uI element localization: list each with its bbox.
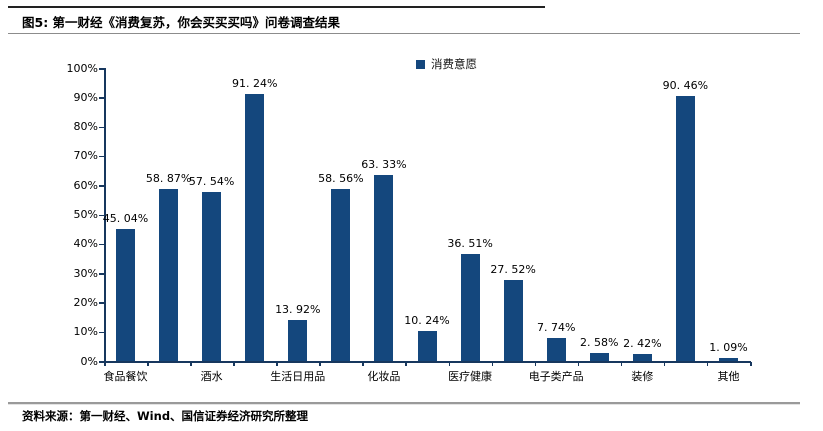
source-divider: [8, 402, 800, 405]
bar-value-label: 58. 87%: [145, 171, 192, 185]
bar-value-label: 13. 92%: [275, 303, 321, 317]
y-tick: [99, 243, 104, 246]
figure-title: 图5: 第一财经《消费复苏，你会买买买吗》问卷调查结果: [22, 15, 341, 30]
x-tick: [750, 362, 752, 366]
y-tick: [99, 185, 104, 187]
chart-legend: 消费意愿: [416, 56, 477, 72]
x-tick: [190, 362, 192, 366]
bar-value-label: 7. 74%: [536, 321, 576, 335]
bar: [589, 353, 609, 361]
bar: [374, 175, 394, 361]
x-category-label: 电子类产品: [528, 370, 584, 383]
x-tick: [663, 362, 666, 366]
bar: [503, 280, 523, 361]
x-category-label: 化妆品: [367, 370, 401, 383]
bar: [632, 353, 652, 361]
y-tick: [99, 214, 104, 216]
x-tick: [448, 362, 451, 366]
x-tick: [405, 362, 407, 366]
bar-value-label: 57. 54%: [188, 175, 235, 189]
y-tick: [99, 302, 104, 304]
bar: [546, 338, 566, 361]
bar-value-label: 2. 42%: [623, 336, 662, 350]
bar-value-label: 90. 46%: [662, 78, 709, 92]
y-tick-label: 100%: [66, 61, 98, 75]
y-tick: [99, 331, 104, 334]
y-tick: [99, 361, 104, 363]
bar: [417, 330, 437, 361]
bar: [331, 189, 351, 361]
bar: [116, 229, 136, 361]
x-axis: [104, 361, 751, 363]
y-tick-label: 50%: [73, 208, 98, 221]
x-tick: [319, 362, 321, 366]
y-tick: [99, 126, 104, 129]
y-tick: [99, 155, 104, 158]
y-tick-label: 90%: [73, 90, 98, 104]
x-category-label: 其他: [717, 370, 740, 383]
y-axis: [104, 68, 106, 362]
bar: [202, 192, 222, 361]
y-tick-label: 80%: [73, 120, 98, 134]
bar-value-label: 58. 56%: [318, 172, 364, 186]
bar: [718, 357, 738, 361]
bar: [245, 93, 265, 361]
x-tick: [276, 362, 278, 366]
bar: [159, 188, 179, 361]
x-category-label: 酒水: [200, 370, 223, 383]
x-tick: [706, 362, 709, 366]
title-divider: [8, 33, 800, 34]
bar: [675, 95, 695, 361]
bar: [460, 254, 480, 361]
x-tick: [147, 362, 149, 366]
x-tick: [104, 362, 106, 366]
legend-label: 消费意愿: [431, 57, 477, 71]
x-category-label: 生活日用品: [270, 370, 326, 383]
bar-value-label: 2. 58%: [580, 336, 619, 350]
y-tick-label: 30%: [73, 266, 98, 280]
bar-value-label: 45. 04%: [102, 212, 149, 226]
y-tick: [99, 68, 104, 70]
y-tick-label: 20%: [73, 295, 98, 309]
y-tick-label: 10%: [73, 325, 98, 339]
bar-value-label: 10. 24%: [404, 313, 450, 327]
x-tick: [362, 362, 364, 366]
source-note: 资料来源：第一财经、Wind、国信证券经济研究所整理: [22, 409, 309, 423]
bar-value-label: 36. 51%: [447, 237, 493, 251]
bar-value-label: 1. 09%: [709, 340, 748, 354]
y-tick: [99, 273, 104, 275]
x-tick: [577, 362, 580, 366]
y-tick-label: 0%: [80, 354, 98, 368]
x-tick: [534, 362, 537, 366]
bar-value-label: 63. 33%: [361, 158, 407, 172]
bar-value-label: 91. 24%: [231, 76, 278, 90]
top-rule: [8, 6, 545, 8]
x-category-label: 装修: [631, 370, 654, 383]
x-tick: [233, 362, 235, 366]
y-tick-label: 70%: [73, 149, 98, 163]
x-category-label: 食品餐饮: [103, 370, 148, 383]
x-tick: [491, 362, 494, 366]
y-tick-label: 60%: [73, 178, 98, 192]
bar-value-label: 27. 52%: [490, 263, 536, 277]
x-tick: [620, 362, 623, 366]
x-category-label: 医疗健康: [448, 370, 493, 383]
legend-swatch: [416, 59, 425, 69]
y-tick: [99, 97, 104, 99]
y-tick-label: 40%: [73, 237, 98, 251]
bar: [288, 320, 308, 361]
